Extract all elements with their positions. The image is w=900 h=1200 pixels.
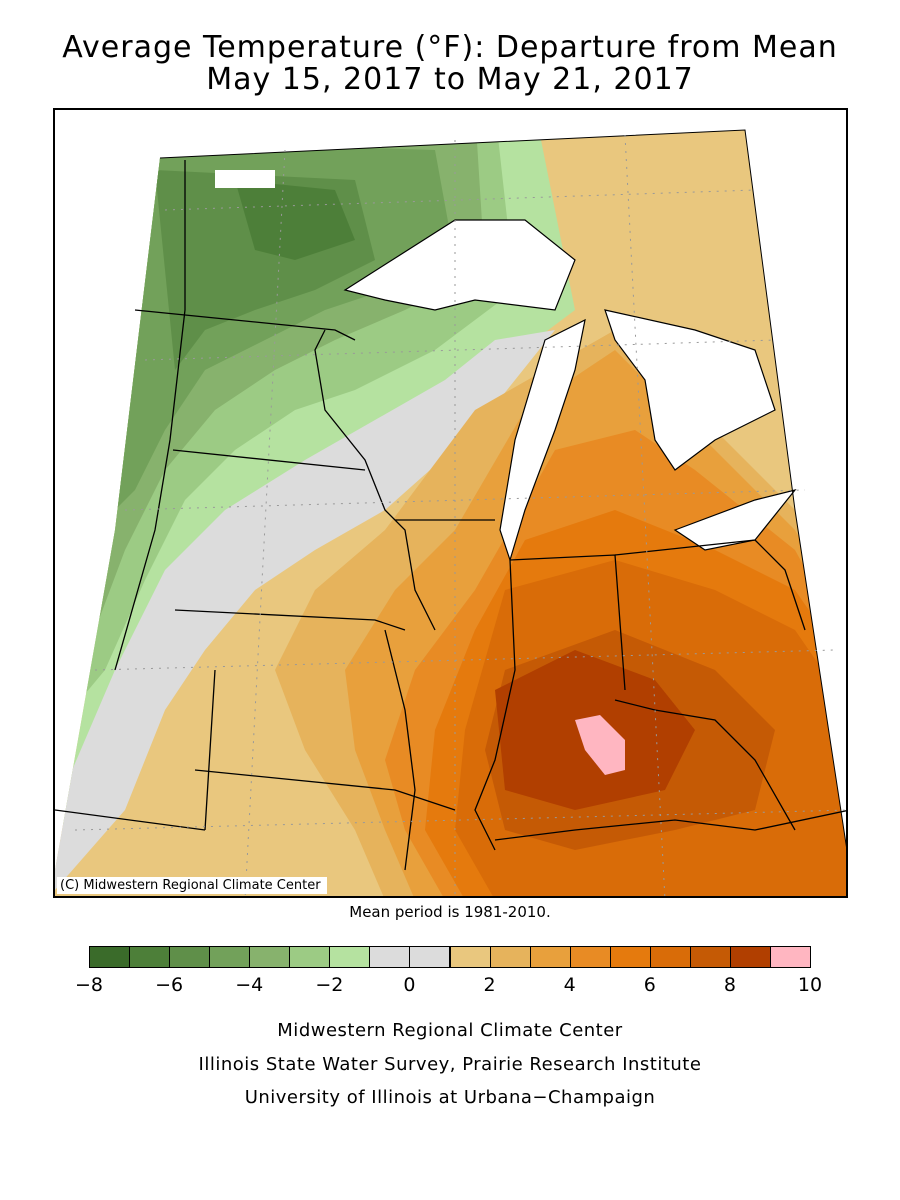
- legend-swatch: [569, 946, 611, 968]
- legend-swatch: [529, 946, 571, 968]
- legend-tick-label: 6: [643, 974, 656, 996]
- legend-swatch: [129, 946, 171, 968]
- boundary-ia-mo: [174, 609, 406, 631]
- legend-swatch: [169, 946, 211, 968]
- field-plus9: [575, 715, 625, 775]
- lake-michigan: [500, 320, 585, 560]
- map-frame: (C) Midwestern Regional Climate Center: [53, 108, 848, 898]
- boundary-mo-ar: [194, 769, 456, 811]
- state-boundaries: [55, 160, 846, 871]
- boundary-oh-pa: [754, 539, 806, 631]
- legend-swatch: [649, 946, 691, 968]
- legend-swatch: [449, 946, 491, 968]
- temperature-fields: [55, 130, 846, 896]
- mean-period-note: Mean period is 1981-2010.: [349, 903, 551, 921]
- legend-swatch: [409, 946, 451, 968]
- lake-erie: [675, 490, 795, 550]
- legend-swatch: [209, 946, 251, 968]
- boundary-mo-il: [384, 629, 416, 871]
- boundary-ks-mo: [204, 669, 216, 831]
- field-minus7: [235, 180, 355, 260]
- boundary-mn-sd: [134, 309, 356, 341]
- legend-tick-label: −6: [155, 974, 184, 996]
- legend-tick-label: 0: [403, 974, 416, 996]
- credit-line-2: Illinois State Water Survey, Prairie Res…: [198, 1054, 702, 1075]
- graticule: [74, 134, 846, 896]
- lake-outlines: [343, 219, 797, 562]
- legend-tick-label: −4: [235, 974, 264, 996]
- temperature-departure-map: [55, 129, 846, 896]
- boundary-mi-oh: [614, 539, 756, 556]
- color-legend: [89, 946, 811, 970]
- boundary-oh-ky: [614, 699, 796, 831]
- map-title-line1: Average Temperature (°F): Departure from…: [62, 30, 838, 65]
- legend-tick-label: −8: [74, 974, 103, 996]
- canada-blank: [215, 170, 275, 188]
- legend-swatch: [329, 946, 371, 968]
- credit-line-3: University of Illinois at Urbana−Champai…: [244, 1087, 656, 1108]
- boundary-il-in: [474, 559, 516, 851]
- legend-tick-label: 2: [483, 974, 496, 996]
- boundary-ks-ok: [55, 809, 206, 831]
- legend-swatch: [489, 946, 531, 968]
- lake-huron: [605, 310, 775, 470]
- boundary-mn-ia: [172, 449, 366, 471]
- legend-swatch: [729, 946, 771, 968]
- legend-swatch: [289, 946, 331, 968]
- legend-swatch: [769, 946, 811, 968]
- lake-superior: [345, 220, 575, 310]
- map-title-line2: May 15, 2017 to May 21, 2017: [206, 62, 694, 97]
- boundary-ky-tn: [494, 810, 846, 841]
- legend-swatch: [89, 946, 131, 968]
- legend-swatch: [689, 946, 731, 968]
- boundary-mn-wi-river: [314, 329, 436, 631]
- legend-tick-label: 8: [723, 974, 736, 996]
- legend-swatch: [249, 946, 291, 968]
- legend-swatch: [369, 946, 411, 968]
- legend-swatch: [609, 946, 651, 968]
- legend-tick-label: 4: [563, 974, 576, 996]
- legend-ticks: −8 −6 −4 −2 0 2 4 6 8 10: [0, 974, 900, 998]
- legend-tick-label: −2: [315, 974, 344, 996]
- legend-tick-label: 10: [797, 974, 823, 996]
- boundary-west: [114, 160, 186, 671]
- region-outline: [159, 129, 846, 848]
- map-copyright: (C) Midwestern Regional Climate Center: [57, 877, 327, 894]
- credit-line-1: Midwestern Regional Climate Center: [277, 1020, 623, 1041]
